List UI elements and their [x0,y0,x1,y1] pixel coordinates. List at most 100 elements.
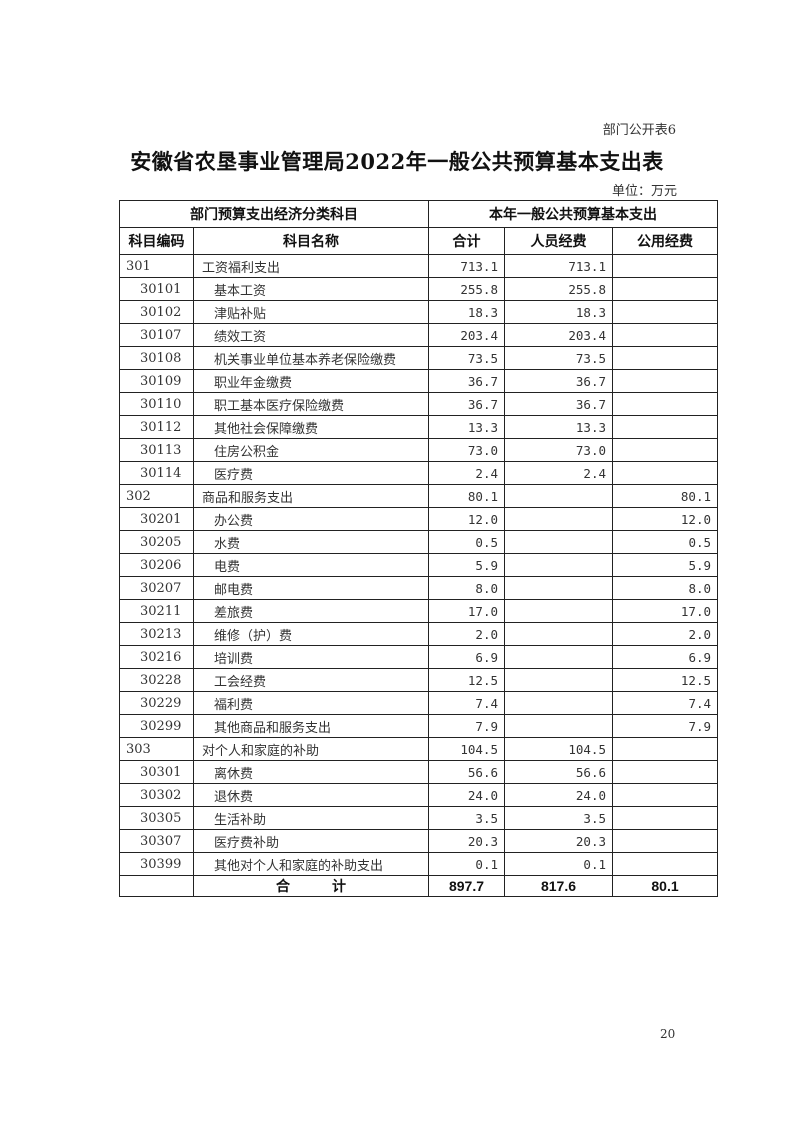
table-row: 302 商品和服务支出 80.1 80.1 [119,484,719,508]
row-name: 其他商品和服务支出 [193,714,429,738]
row-name: 办公费 [193,507,429,531]
row-code: 30114 [119,461,194,485]
row-code: 30113 [119,438,194,462]
col-header-personnel: 人员经费 [504,227,613,255]
table-row: 30107 绩效工资 203.4 203.4 [119,323,719,347]
row-personnel [504,507,613,531]
row-name: 电费 [193,553,429,577]
table-row: 30299 其他商品和服务支出 7.9 7.9 [119,714,719,738]
table-row: 30108 机关事业单位基本养老保险缴费 73.5 73.5 [119,346,719,370]
row-personnel [504,691,613,715]
row-name: 职工基本医疗保险缴费 [193,392,429,416]
row-public: 17.0 [611,599,719,623]
row-personnel: 2.4 [504,461,613,485]
row-public [611,300,719,324]
row-name: 职业年金缴费 [193,369,429,393]
row-code: 30302 [119,783,194,807]
table-row: 30216 培训费 6.9 6.9 [119,645,719,669]
row-total: 17.0 [428,599,505,623]
table-row: 30112 其他社会保障缴费 13.3 13.3 [119,415,719,439]
total-sum: 897.7 [428,875,505,897]
row-name: 对个人和家庭的补助 [193,737,429,761]
row-total: 7.4 [428,691,505,715]
row-code: 30206 [119,553,194,577]
row-personnel [504,576,613,600]
table-row: 30109 职业年金缴费 36.7 36.7 [119,369,719,393]
row-total: 56.6 [428,760,505,784]
row-public [611,277,719,301]
row-name: 邮电费 [193,576,429,600]
row-total: 104.5 [428,737,505,761]
row-name: 工资福利支出 [193,254,429,278]
row-name: 离休费 [193,760,429,784]
row-code: 30228 [119,668,194,692]
row-public [611,806,719,830]
row-personnel [504,645,613,669]
row-code: 30108 [119,346,194,370]
row-code: 30213 [119,622,194,646]
row-public: 7.9 [611,714,719,738]
row-total: 13.3 [428,415,505,439]
row-public [611,438,719,462]
row-total: 20.3 [428,829,505,853]
row-total: 12.5 [428,668,505,692]
row-code: 30107 [119,323,194,347]
row-public: 2.0 [611,622,719,646]
table-row: 30113 住房公积金 73.0 73.0 [119,438,719,462]
row-name: 退休费 [193,783,429,807]
table-row: 30301 离休费 56.6 56.6 [119,760,719,784]
page-number: 20 [660,1027,676,1041]
row-name: 医疗费补助 [193,829,429,853]
row-public [611,461,719,485]
row-code: 30307 [119,829,194,853]
row-code: 302 [119,484,194,508]
row-personnel: 36.7 [504,392,613,416]
table-row: 30213 维修（护）费 2.0 2.0 [119,622,719,646]
total-row: 合 计 897.7 817.6 80.1 [119,875,719,897]
row-code: 30207 [119,576,194,600]
row-total: 36.7 [428,392,505,416]
row-code: 301 [119,254,194,278]
table-row: 30206 电费 5.9 5.9 [119,553,719,577]
row-public [611,369,719,393]
table-row: 30228 工会经费 12.5 12.5 [119,668,719,692]
row-code: 30101 [119,277,194,301]
total-label: 合 计 [193,875,429,897]
row-personnel [504,714,613,738]
table-row: 30302 退休费 24.0 24.0 [119,783,719,807]
row-personnel [504,668,613,692]
row-code: 30305 [119,806,194,830]
row-total: 73.0 [428,438,505,462]
row-total: 6.9 [428,645,505,669]
table-row: 30211 差旅费 17.0 17.0 [119,599,719,623]
table-row: 30307 医疗费补助 20.3 20.3 [119,829,719,853]
row-code: 30299 [119,714,194,738]
form-number: 部门公开表6 [602,123,676,138]
row-code: 30110 [119,392,194,416]
table-row: 30305 生活补助 3.5 3.5 [119,806,719,830]
row-total: 24.0 [428,783,505,807]
row-code: 30205 [119,530,194,554]
row-personnel [504,530,613,554]
header-group-expenditure: 本年一般公共预算基本支出 [427,200,719,228]
row-name: 其他对个人和家庭的补助支出 [193,852,429,876]
row-name: 机关事业单位基本养老保险缴费 [193,346,429,370]
row-name: 福利费 [193,691,429,715]
row-public: 6.9 [611,645,719,669]
row-public [611,829,719,853]
row-public [611,415,719,439]
header-group-classification: 部门预算支出经济分类科目 [119,200,429,228]
row-total: 5.9 [428,553,505,577]
row-personnel [504,599,613,623]
row-code: 30301 [119,760,194,784]
row-name: 其他社会保障缴费 [193,415,429,439]
row-code: 30229 [119,691,194,715]
row-name: 商品和服务支出 [193,484,429,508]
row-public [611,737,719,761]
row-personnel [504,553,613,577]
row-public: 12.0 [611,507,719,531]
row-personnel: 36.7 [504,369,613,393]
row-public: 80.1 [611,484,719,508]
row-name: 绩效工资 [193,323,429,347]
row-personnel: 18.3 [504,300,613,324]
